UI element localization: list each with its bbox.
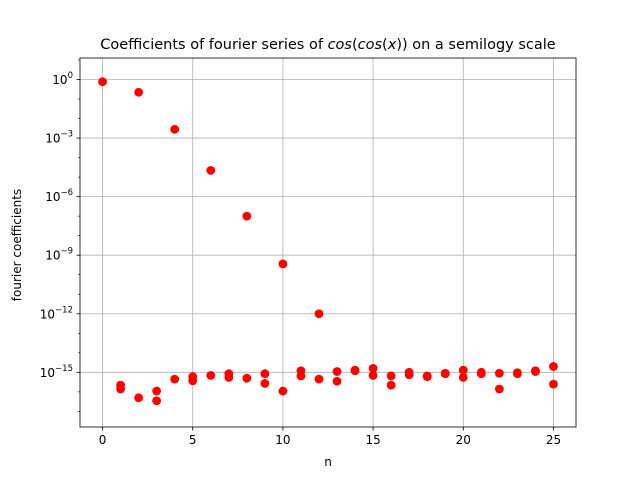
data-point <box>314 309 324 319</box>
data-point <box>476 369 486 379</box>
x-axis: 0 5 10 15 20 25 <box>99 427 561 447</box>
x-tick-label: 5 <box>189 433 197 447</box>
data-point <box>152 386 162 396</box>
data-point <box>260 369 270 379</box>
data-point <box>512 369 522 379</box>
plot-frame <box>79 57 577 428</box>
data-point <box>386 371 396 381</box>
data-point <box>314 374 324 384</box>
data-point <box>422 372 432 382</box>
data-point <box>386 380 396 390</box>
x-tick-label: 25 <box>546 433 561 447</box>
data-point <box>152 396 162 406</box>
data-point <box>368 363 378 373</box>
data-point <box>260 379 270 388</box>
data-point <box>404 370 414 380</box>
data-point <box>206 370 216 380</box>
data-points <box>98 77 558 406</box>
data-point <box>242 211 252 221</box>
y-axis-label: fourier coefficients <box>10 189 24 301</box>
x-tick-label: 20 <box>456 433 471 447</box>
data-point <box>242 373 252 383</box>
data-point <box>440 369 450 379</box>
plot-area <box>79 57 577 428</box>
x-tick-label: 15 <box>365 433 380 447</box>
data-point <box>278 259 288 269</box>
data-point <box>549 362 558 371</box>
data-point <box>458 373 468 382</box>
x-tick-label: 10 <box>275 433 290 447</box>
data-point <box>206 166 216 175</box>
data-point <box>170 374 180 384</box>
data-point <box>98 77 107 87</box>
data-point <box>332 367 342 376</box>
y-tick-label: 10−9 <box>45 247 73 263</box>
y-tick-label: 10−3 <box>45 130 73 146</box>
data-point <box>170 124 180 134</box>
y-tick-label: 10−6 <box>45 188 73 204</box>
y-tick-label: 100 <box>52 71 73 87</box>
data-point <box>188 376 198 386</box>
x-tick-label: 0 <box>99 433 107 447</box>
y-axis: 100 10−3 10−6 10−9 10−12 10−15 <box>40 59 80 412</box>
data-point <box>549 379 558 389</box>
data-point <box>494 384 504 394</box>
grid-lines <box>80 58 576 427</box>
data-point <box>116 384 125 394</box>
data-point <box>134 87 144 97</box>
data-point <box>494 368 504 378</box>
data-point <box>368 370 378 380</box>
x-axis-label: n <box>324 455 332 469</box>
data-point <box>296 371 306 381</box>
chart-title: Coefficients of fourier series of cos(co… <box>100 37 555 53</box>
y-tick-label: 10−15 <box>40 364 73 380</box>
data-point <box>531 367 540 376</box>
data-point <box>134 393 144 403</box>
data-point <box>278 386 288 396</box>
data-point <box>350 365 360 375</box>
plot-background <box>80 58 576 427</box>
y-tick-label: 10−12 <box>40 305 73 321</box>
data-point <box>458 365 468 375</box>
data-point <box>332 376 342 386</box>
data-point <box>224 373 234 382</box>
